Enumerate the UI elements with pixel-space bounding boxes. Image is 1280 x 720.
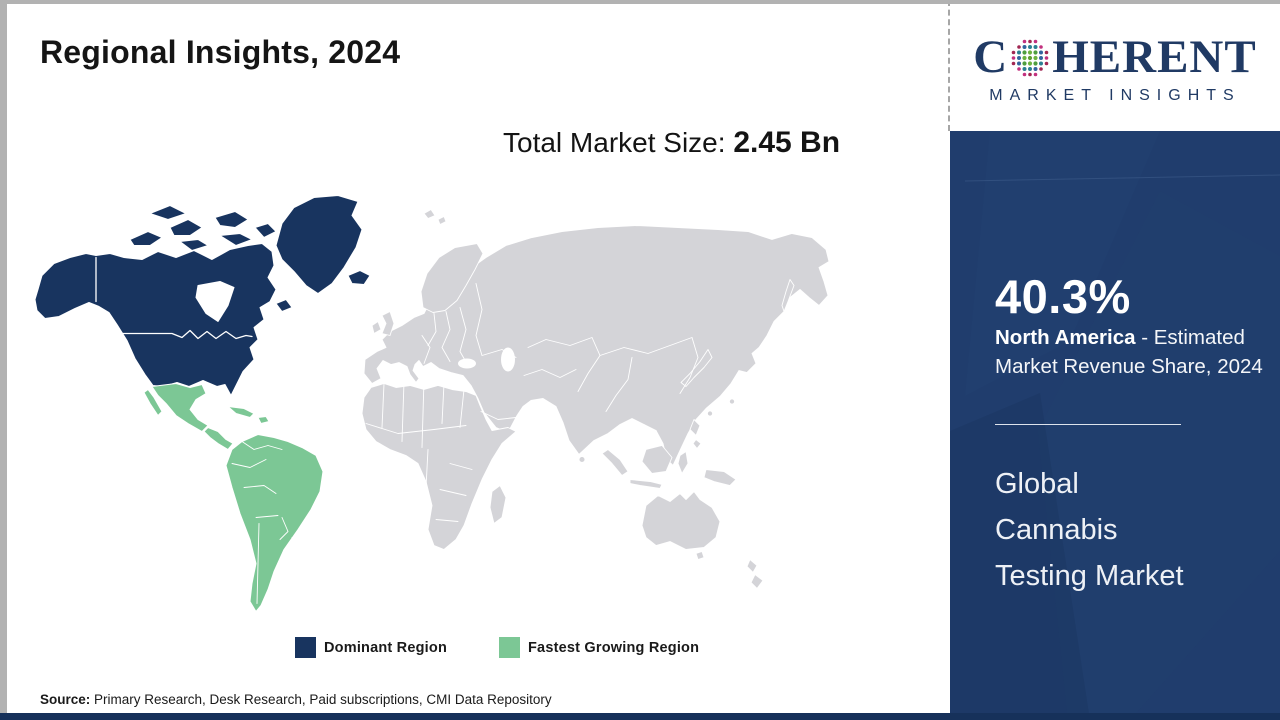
page-title: Regional Insights, 2024 xyxy=(40,34,401,70)
market-name-line-3: Testing Market xyxy=(995,560,1184,592)
wordmark-c: C xyxy=(973,31,1009,83)
coherent-logo: C HERENT MARKET INSIGHTS xyxy=(948,0,1280,131)
world-map-svg xyxy=(34,195,830,612)
sidebar-texture xyxy=(950,131,1280,720)
wordmark-rest: HERENT xyxy=(1052,31,1257,83)
legend-item-fastest-growing: Fastest Growing Region xyxy=(499,637,699,658)
source-text: Primary Research, Desk Research, Paid su… xyxy=(90,692,552,707)
legend-label-fastest-growing: Fastest Growing Region xyxy=(528,639,700,656)
coherent-wordmark: C HERENT xyxy=(973,34,1256,81)
sidebar-divider xyxy=(995,424,1181,425)
total-market-size: Total Market Size: 2.45 Bn xyxy=(503,126,840,160)
legend-swatch-dominant xyxy=(295,637,316,658)
coherent-globe-icon xyxy=(1011,39,1049,76)
frame-top-border xyxy=(0,0,1280,4)
legend-label-dominant: Dominant Region xyxy=(324,639,448,656)
region-other-land xyxy=(361,209,830,589)
market-name-line-2: Cannabis xyxy=(995,514,1118,546)
frame-left-border xyxy=(0,0,7,720)
total-market-size-value: 2.45 Bn xyxy=(733,126,841,159)
share-desc-rest: - Estimated Market Revenue Share, 2024 xyxy=(995,326,1263,379)
market-name: Global Cannabis Testing Market xyxy=(995,461,1184,599)
region-north-america xyxy=(34,195,371,396)
total-market-size-label: Total Market Size: xyxy=(503,127,734,158)
sidebar-panel: 40.3% North America - Estimated Market R… xyxy=(950,131,1280,720)
share-region: North America xyxy=(995,326,1136,349)
market-name-line-1: Global xyxy=(995,468,1079,500)
legend-swatch-fastest-growing xyxy=(499,637,520,658)
source-note: Source: Primary Research, Desk Research,… xyxy=(40,692,552,707)
bottom-accent-bar xyxy=(0,713,1280,720)
world-map xyxy=(30,186,940,626)
region-latin-america xyxy=(143,383,324,612)
share-description: North America - Estimated Market Revenue… xyxy=(995,323,1279,381)
source-label: Source: xyxy=(40,692,91,707)
wordmark-subtitle: MARKET INSIGHTS xyxy=(989,87,1241,104)
share-value: 40.3% xyxy=(995,270,1131,323)
legend-item-dominant: Dominant Region xyxy=(295,637,447,658)
